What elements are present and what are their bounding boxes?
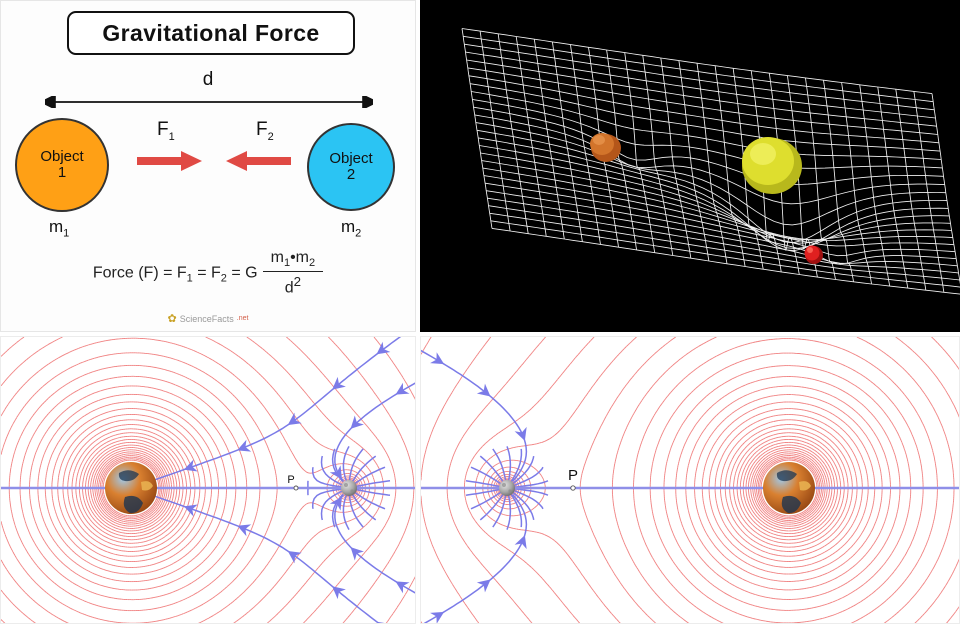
formula-num-dot: • <box>290 249 296 266</box>
neutral-point-marker-left <box>293 485 299 491</box>
force-2-arrow-icon <box>226 151 291 171</box>
formula-num-m1: m <box>270 249 284 266</box>
object-2-label-line2: 2 <box>346 166 356 183</box>
moon-body-right <box>499 480 515 496</box>
mass-2-label: m2 <box>341 217 361 239</box>
object-2-label-line1: Object <box>329 150 373 168</box>
object-1-label-line1: Object <box>40 148 84 166</box>
flower-logo-icon: ✿ <box>167 313 177 325</box>
earth-body-left <box>105 462 157 514</box>
moon-body-left <box>341 480 357 496</box>
formula-den-d: d <box>284 279 294 297</box>
formula-num-m1-sub: 1 <box>283 257 291 270</box>
yellow-sphere <box>742 137 802 194</box>
panel-gravitational-field-earth-left: P <box>0 336 416 624</box>
force-1-symbol: F <box>157 119 169 140</box>
mass-2-subscript: 2 <box>355 227 362 240</box>
panel-spacetime-curvature <box>420 0 960 332</box>
formula-mid: = F <box>192 264 221 282</box>
force-2-label: F2 <box>256 119 274 143</box>
gravitation-formula: Force (F) = F1 = F2 = G m1•m2 d2 <box>1 249 415 298</box>
formula-num-m2-sub: 2 <box>309 257 316 270</box>
panel-gravitational-field-earth-right: P <box>420 336 960 624</box>
formula-f1-sub: 1 <box>186 272 193 285</box>
formula-den-exponent: 2 <box>293 274 302 290</box>
formula-num-m2: m <box>295 249 309 266</box>
formula-fraction: m1•m2 d2 <box>262 249 324 298</box>
red-sphere <box>804 245 823 264</box>
formula-f2-sub: 2 <box>220 272 227 285</box>
neutral-point-marker-right <box>570 485 576 491</box>
force-1-label: F1 <box>157 119 175 143</box>
formula-numerator: m1•m2 <box>262 249 324 273</box>
force-1-subscript: 1 <box>168 130 175 143</box>
orange-sphere <box>590 133 621 162</box>
watermark-text: ScienceFacts <box>179 313 234 324</box>
distance-dimension-arrow <box>45 96 373 108</box>
field-diagram-left: P <box>1 337 415 623</box>
page-title: Gravitational Force <box>102 19 320 46</box>
neutral-point-label-left: P <box>287 474 294 486</box>
mass-1-label: m1 <box>49 217 69 239</box>
force-1-arrow-icon <box>137 151 202 171</box>
panel-gravitational-force-formula: Gravitational Force d Object 1 Object 2 … <box>0 0 416 332</box>
watermark-suffix: .net <box>236 315 249 322</box>
field-diagram-right: P <box>421 337 959 623</box>
neutral-point-label-right: P <box>568 467 578 484</box>
formula-lead: Force (F) = F <box>92 264 187 282</box>
mass-1-symbol: m <box>49 217 64 236</box>
object-1-label-line2: 1 <box>57 164 67 181</box>
field-lines-right <box>421 349 959 623</box>
mass-2-symbol: m <box>341 217 356 236</box>
earth-body-right <box>763 462 815 514</box>
force-2-symbol: F <box>256 119 268 140</box>
object-2-circle: Object 2 <box>307 123 395 211</box>
distance-label: d <box>202 69 214 90</box>
spacetime-grid-render <box>420 0 960 332</box>
object-1-circle: Object 1 <box>15 118 109 212</box>
spacetime-grid-mesh <box>461 28 960 295</box>
force-2-subscript: 2 <box>267 130 274 143</box>
formula-tail: = G <box>226 264 258 282</box>
watermark: ✿ ScienceFacts .net <box>1 312 415 325</box>
formula-denominator: d2 <box>263 272 324 297</box>
diagram-title-box: Gravitational Force <box>67 11 355 55</box>
mass-1-subscript: 1 <box>63 227 70 240</box>
